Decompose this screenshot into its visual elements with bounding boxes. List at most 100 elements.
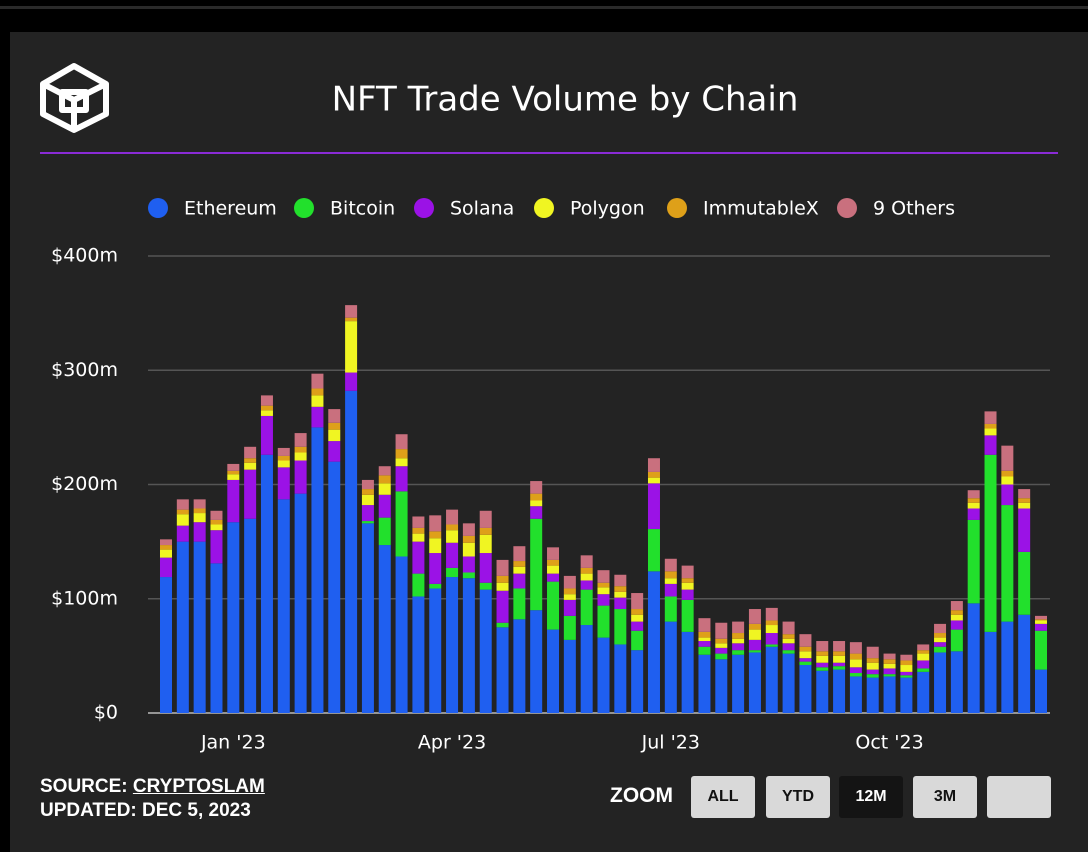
bar-segment [361, 521, 374, 524]
bar-segment [934, 637, 947, 643]
bar-segment [1001, 505, 1014, 622]
legend-swatch [534, 198, 554, 218]
bar-segment [597, 594, 610, 606]
bar-segment [631, 593, 644, 610]
bar-segment [479, 589, 492, 713]
bar-segment [647, 471, 660, 478]
bar-segment [462, 535, 475, 543]
bar-segment [513, 566, 526, 574]
bar-segment [547, 573, 560, 582]
bar-segment [748, 652, 761, 713]
bar-segment [1035, 619, 1047, 621]
bar-segment [244, 518, 257, 713]
zoom-button[interactable]: 12M [839, 776, 903, 818]
bar-segment [664, 583, 677, 597]
bar-segment [176, 541, 189, 713]
bar-segment [883, 659, 896, 664]
source-link[interactable]: CRYPTOSLAM [132, 776, 265, 797]
bar-segment [698, 618, 711, 632]
bar-segment [412, 516, 425, 528]
bar-segment [732, 650, 745, 655]
bar-segment [210, 530, 223, 564]
bar-segment [513, 573, 526, 589]
bar-segment [849, 676, 862, 713]
bar-segment [496, 627, 509, 713]
bar-segment [244, 446, 257, 459]
bar-segment [934, 623, 947, 634]
bar-segment [311, 395, 324, 407]
zoom-button-blank[interactable] [987, 776, 1051, 818]
bar-segment [429, 538, 442, 554]
bar-segment [984, 411, 997, 424]
bar-segment [260, 410, 273, 416]
bar-segment [614, 574, 627, 587]
bar-segment [462, 572, 475, 579]
legend-swatch [414, 198, 434, 218]
zoom-button[interactable]: YTD [766, 776, 830, 818]
bar-segment [765, 633, 778, 645]
bar-segment [395, 466, 408, 492]
bar-segment [176, 525, 189, 542]
source: SOURCE: CRYPTOSLAM [40, 776, 265, 798]
bar-segment [1001, 484, 1014, 506]
zoom-button[interactable]: ALL [691, 776, 755, 818]
bar-segment [513, 619, 526, 713]
bar-segment [328, 461, 341, 713]
bar-segment [547, 559, 560, 566]
bar-segment [1001, 621, 1014, 713]
bar-segment [277, 455, 290, 461]
bar-segment [816, 670, 829, 713]
bar-segment [210, 519, 223, 525]
bar-segment [210, 524, 223, 531]
bar-segment [917, 653, 930, 661]
bar-segment [833, 662, 846, 667]
bar-segment [496, 590, 509, 623]
bar-segment [748, 639, 761, 651]
x-tick-label: Apr '23 [418, 732, 486, 754]
bar-segment [748, 623, 761, 630]
bar-segment [345, 321, 358, 373]
bar-segment [429, 583, 442, 589]
bar-segment [681, 589, 694, 600]
bar-segment [917, 668, 930, 672]
bar-segment [917, 644, 930, 651]
bar-segment [160, 545, 172, 550]
legend-label: ImmutableX [703, 198, 819, 220]
bar-segment [160, 549, 172, 558]
bar-segment [361, 489, 374, 495]
legend-label: 9 Others [873, 198, 955, 220]
bar-segment [378, 475, 391, 484]
bar-segment [715, 653, 728, 660]
bar-segment [698, 631, 711, 638]
bar-segment [681, 599, 694, 632]
bar-segment [1018, 614, 1031, 713]
bar-segment [934, 633, 947, 638]
bar-segment [227, 474, 240, 480]
bar-segment [193, 541, 206, 713]
bar-segment [479, 553, 492, 583]
bar-segment [294, 433, 307, 447]
bar-segment [193, 513, 206, 523]
bar-segment [866, 669, 879, 675]
bar-segment [530, 493, 543, 501]
bar-segment [883, 653, 896, 660]
bar-segment [664, 621, 677, 713]
bar-segment [395, 434, 408, 450]
bar-segment [681, 578, 694, 583]
bar-segment [412, 541, 425, 574]
bar-segment [833, 669, 846, 713]
bar-segment [1018, 551, 1031, 615]
bar-segment [597, 637, 610, 713]
bar-segment [462, 578, 475, 713]
bar-segment [547, 581, 560, 630]
bar-segment [530, 506, 543, 519]
bar-segment [446, 542, 459, 568]
zoom-button[interactable]: 3M [913, 776, 977, 818]
bar-segment [765, 644, 778, 647]
bar-segment [277, 499, 290, 713]
bar-segment [799, 658, 812, 662]
bar-segment [513, 588, 526, 620]
bar-segment [580, 555, 593, 568]
bar-segment [260, 415, 273, 455]
bar-segment [647, 571, 660, 713]
